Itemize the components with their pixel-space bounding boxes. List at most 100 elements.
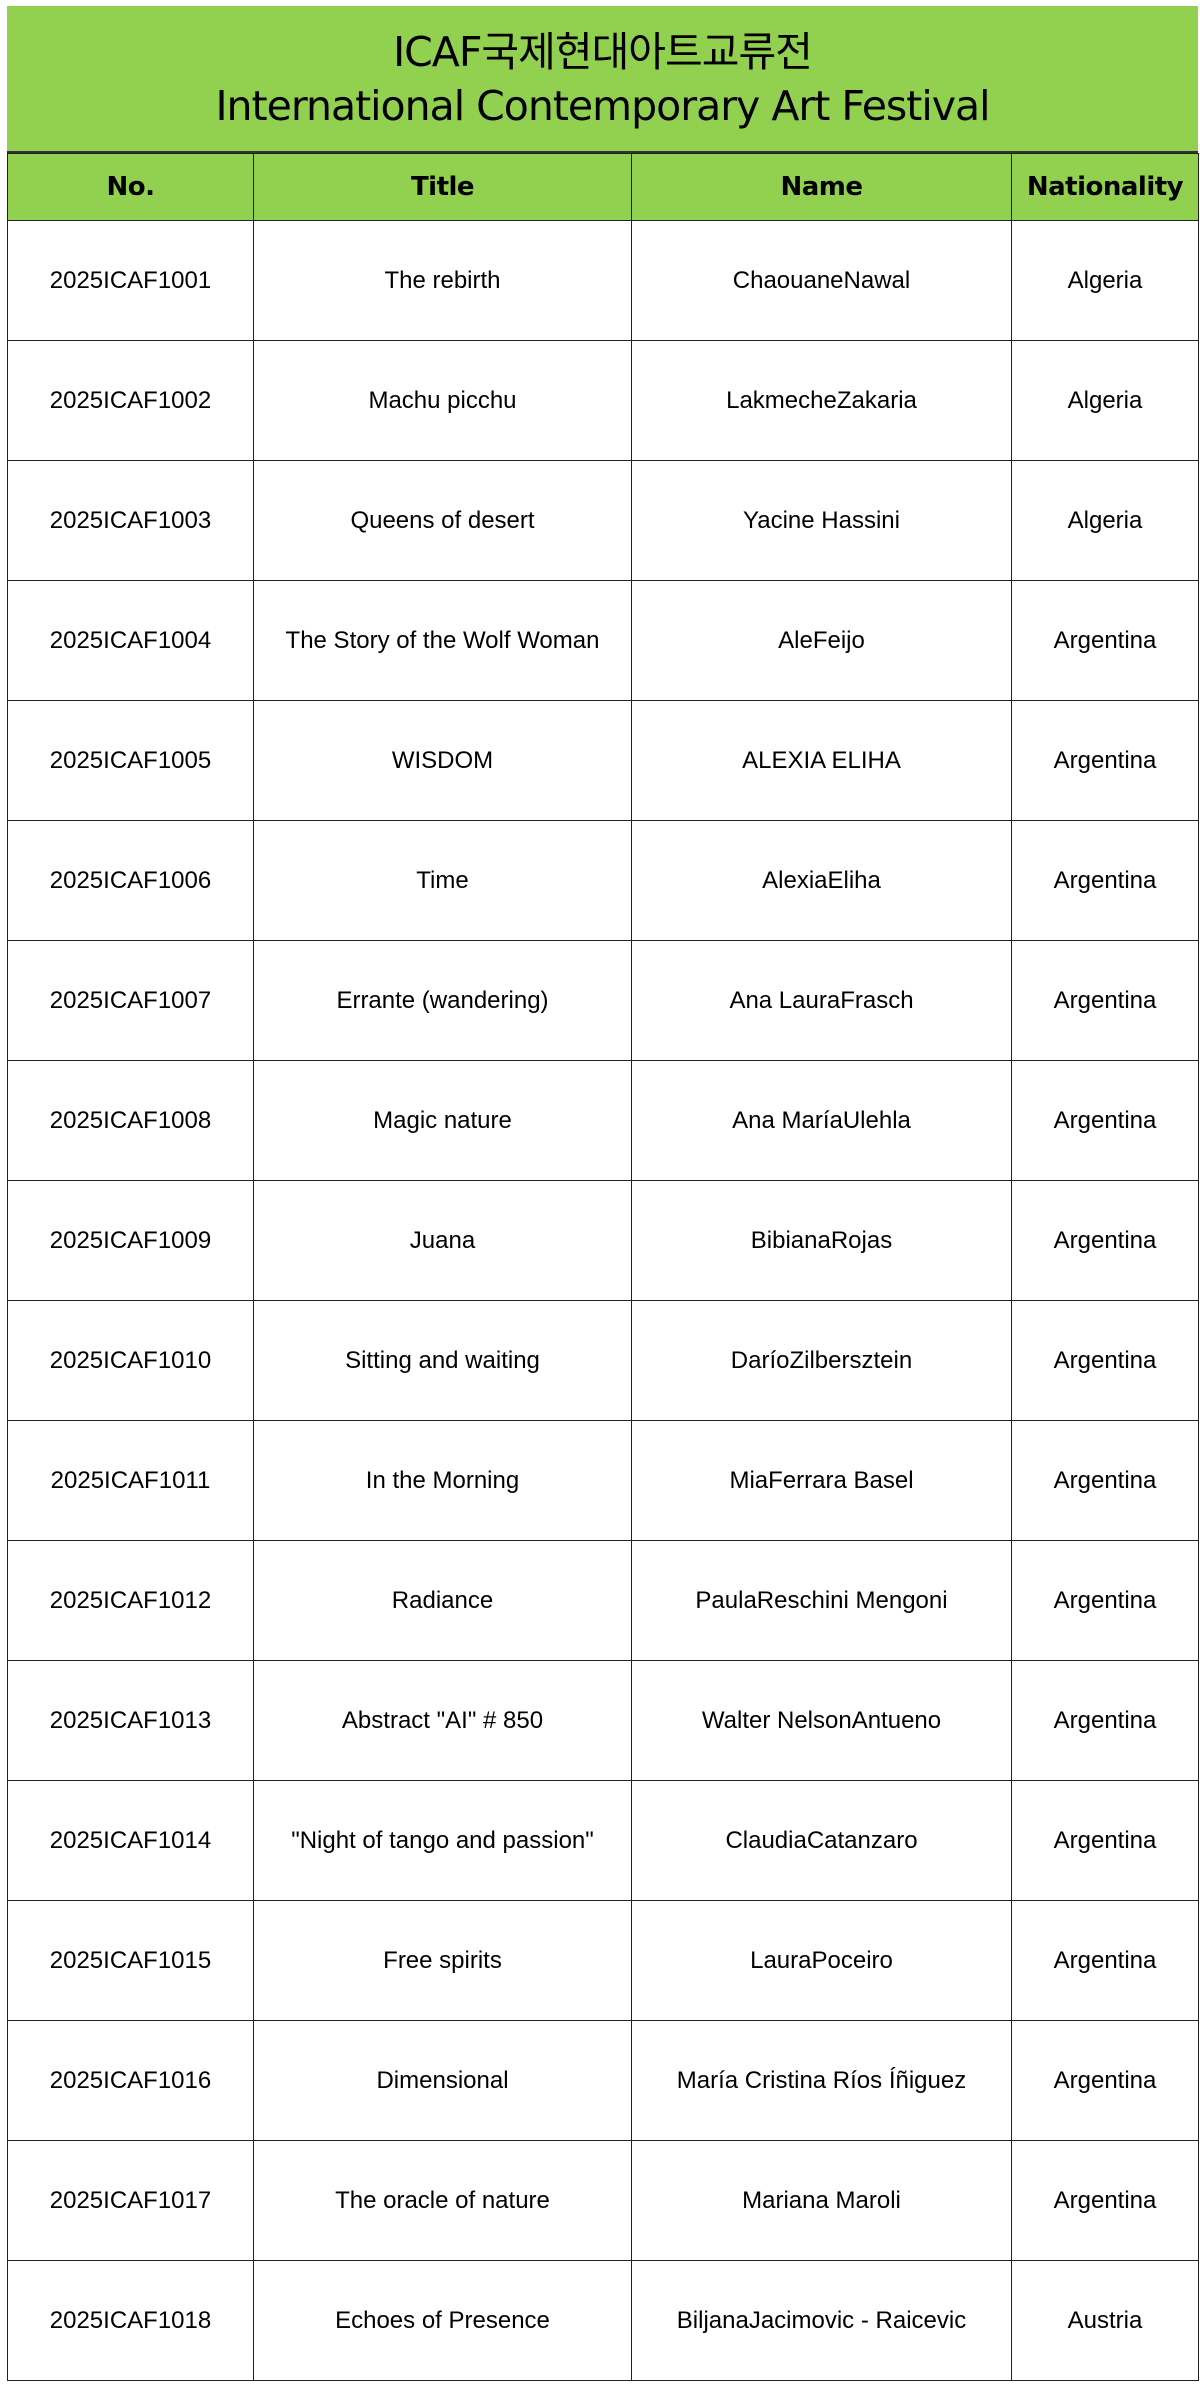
- cell-title[interactable]: Free spirits: [253, 1900, 632, 2021]
- cell-nationality[interactable]: Argentina: [1011, 1180, 1199, 1301]
- cell-nationality[interactable]: Argentina: [1011, 1660, 1199, 1781]
- cell-title[interactable]: Time: [253, 820, 632, 941]
- cell-name[interactable]: ClaudiaCatanzaro: [631, 1780, 1012, 1901]
- table-row: 2025ICAF1017 The oracle of nature Mariana …: [7, 2140, 1199, 2261]
- cell-name[interactable]: Walter NelsonAntueno: [631, 1660, 1012, 1781]
- cell-no[interactable]: 2025ICAF1015: [7, 1900, 254, 2021]
- cell-no[interactable]: 2025ICAF1012: [7, 1540, 254, 1661]
- title-korean: ICAF국제현대아트교류전: [393, 27, 813, 76]
- cell-title[interactable]: WISDOM: [253, 700, 632, 821]
- table-row: 2025ICAF1001 The rebirth ChaouaneNawal Alge…: [7, 220, 1199, 341]
- cell-no[interactable]: 2025ICAF1004: [7, 580, 254, 701]
- cell-title[interactable]: Abstract "AI" # 850: [253, 1660, 632, 1781]
- cell-title[interactable]: "Night of tango and passion": [253, 1780, 632, 1901]
- cell-title[interactable]: Radiance: [253, 1540, 632, 1661]
- table-row: 2025ICAF1016 Dimensional María Cristina Rí…: [7, 2020, 1199, 2141]
- cell-no[interactable]: 2025ICAF1006: [7, 820, 254, 941]
- cell-nationality[interactable]: Argentina: [1011, 1540, 1199, 1661]
- cell-title[interactable]: Echoes of Presence: [253, 2260, 632, 2381]
- table-row: 2025ICAF1015 Free spirits LauraPoceiro Arge…: [7, 1900, 1199, 2021]
- cell-nationality[interactable]: Argentina: [1011, 1060, 1199, 1181]
- artists-table: No. Title Name Nationality 2025ICAF1001 T…: [7, 153, 1199, 2381]
- cell-name[interactable]: LauraPoceiro: [631, 1900, 1012, 2021]
- cell-nationality[interactable]: Argentina: [1011, 2020, 1199, 2141]
- cell-nationality[interactable]: Algeria: [1011, 460, 1199, 581]
- cell-name[interactable]: LakmecheZakaria: [631, 340, 1012, 461]
- table-row: 2025ICAF1003 Queens of desert Yacine Hassi…: [7, 460, 1199, 581]
- column-header-title[interactable]: Title: [253, 153, 632, 221]
- cell-no[interactable]: 2025ICAF1011: [7, 1420, 254, 1541]
- header-row: No. Title Name Nationality: [7, 153, 1199, 221]
- table-row: 2025ICAF1012 Radiance PaulaReschini Mengon…: [7, 1540, 1199, 1661]
- cell-title[interactable]: Magic nature: [253, 1060, 632, 1181]
- cell-no[interactable]: 2025ICAF1002: [7, 340, 254, 461]
- cell-nationality[interactable]: Algeria: [1011, 220, 1199, 341]
- cell-no[interactable]: 2025ICAF1008: [7, 1060, 254, 1181]
- cell-no[interactable]: 2025ICAF1005: [7, 700, 254, 821]
- table-row: 2025ICAF1011 In the Morning MiaFerrara Bas…: [7, 1420, 1199, 1541]
- cell-nationality[interactable]: Argentina: [1011, 1780, 1199, 1901]
- cell-no[interactable]: 2025ICAF1009: [7, 1180, 254, 1301]
- cell-title[interactable]: Machu picchu: [253, 340, 632, 461]
- spreadsheet: ICAF국제현대아트교류전 International Contemporary…: [7, 6, 1199, 2381]
- table-row: 2025ICAF1013 Abstract "AI" # 850 Walter Ne…: [7, 1660, 1199, 1781]
- cell-name[interactable]: Yacine Hassini: [631, 460, 1012, 581]
- cell-nationality[interactable]: Argentina: [1011, 1300, 1199, 1421]
- table-row: 2025ICAF1010 Sitting and waiting DaríoZilb…: [7, 1300, 1199, 1421]
- table-row: 2025ICAF1002 Machu picchu LakmecheZakaria A…: [7, 340, 1199, 461]
- cell-no[interactable]: 2025ICAF1007: [7, 940, 254, 1061]
- title-banner: ICAF국제현대아트교류전 International Contemporary…: [7, 6, 1198, 153]
- table-row: 2025ICAF1007 Errante (wandering) Ana Laura…: [7, 940, 1199, 1061]
- cell-name[interactable]: AleFeijo: [631, 580, 1012, 701]
- cell-name[interactable]: MiaFerrara Basel: [631, 1420, 1012, 1541]
- table-row: 2025ICAF1014 "Night of tango and passion"…: [7, 1780, 1199, 1901]
- column-header-name[interactable]: Name: [631, 153, 1012, 221]
- cell-title[interactable]: Queens of desert: [253, 460, 632, 581]
- table-row: 2025ICAF1009 Juana BibianaRojas Argentina: [7, 1180, 1199, 1301]
- cell-name[interactable]: PaulaReschini Mengoni: [631, 1540, 1012, 1661]
- cell-name[interactable]: BiljanaJacimovic - Raicevic: [631, 2260, 1012, 2381]
- cell-title[interactable]: In the Morning: [253, 1420, 632, 1541]
- cell-nationality[interactable]: Argentina: [1011, 820, 1199, 941]
- cell-title[interactable]: Dimensional: [253, 2020, 632, 2141]
- cell-name[interactable]: ChaouaneNawal: [631, 220, 1012, 341]
- cell-no[interactable]: 2025ICAF1016: [7, 2020, 254, 2141]
- cell-nationality[interactable]: Argentina: [1011, 940, 1199, 1061]
- cell-nationality[interactable]: Argentina: [1011, 2140, 1199, 2261]
- cell-nationality[interactable]: Algeria: [1011, 340, 1199, 461]
- table-row: 2025ICAF1018 Echoes of Presence BiljanaJac…: [7, 2260, 1199, 2381]
- cell-title[interactable]: Sitting and waiting: [253, 1300, 632, 1421]
- cell-title[interactable]: The Story of the Wolf Woman: [253, 580, 632, 701]
- column-header-no[interactable]: No.: [7, 153, 254, 221]
- column-header-nationality[interactable]: Nationality: [1011, 153, 1199, 221]
- cell-no[interactable]: 2025ICAF1010: [7, 1300, 254, 1421]
- cell-nationality[interactable]: Austria: [1011, 2260, 1199, 2381]
- table-row: 2025ICAF1006 Time AlexiaEliha Argentina: [7, 820, 1199, 941]
- table-row: 2025ICAF1005 WISDOM ALEXIA ELIHA Argentina: [7, 700, 1199, 821]
- cell-name[interactable]: DaríoZilbersztein: [631, 1300, 1012, 1421]
- cell-title[interactable]: The rebirth: [253, 220, 632, 341]
- cell-nationality[interactable]: Argentina: [1011, 700, 1199, 821]
- cell-name[interactable]: Ana LauraFrasch: [631, 940, 1012, 1061]
- cell-no[interactable]: 2025ICAF1003: [7, 460, 254, 581]
- table-row: 2025ICAF1004 The Story of the Wolf Woman A…: [7, 580, 1199, 701]
- cell-name[interactable]: BibianaRojas: [631, 1180, 1012, 1301]
- cell-no[interactable]: 2025ICAF1014: [7, 1780, 254, 1901]
- cell-no[interactable]: 2025ICAF1013: [7, 1660, 254, 1781]
- cell-title[interactable]: Errante (wandering): [253, 940, 632, 1061]
- cell-nationality[interactable]: Argentina: [1011, 1900, 1199, 2021]
- cell-name[interactable]: María Cristina Ríos Íñiguez: [631, 2020, 1012, 2141]
- table-row: 2025ICAF1008 Magic nature Ana MaríaUlehla A…: [7, 1060, 1199, 1181]
- cell-nationality[interactable]: Argentina: [1011, 580, 1199, 701]
- cell-no[interactable]: 2025ICAF1001: [7, 220, 254, 341]
- cell-title[interactable]: Juana: [253, 1180, 632, 1301]
- cell-name[interactable]: AlexiaEliha: [631, 820, 1012, 941]
- cell-name[interactable]: Ana MaríaUlehla: [631, 1060, 1012, 1181]
- cell-name[interactable]: ALEXIA ELIHA: [631, 700, 1012, 821]
- cell-name[interactable]: Mariana Maroli: [631, 2140, 1012, 2261]
- title-english: International Contemporary Art Festival: [215, 81, 990, 130]
- cell-no[interactable]: 2025ICAF1018: [7, 2260, 254, 2381]
- cell-nationality[interactable]: Argentina: [1011, 1420, 1199, 1541]
- cell-title[interactable]: The oracle of nature: [253, 2140, 632, 2261]
- cell-no[interactable]: 2025ICAF1017: [7, 2140, 254, 2261]
